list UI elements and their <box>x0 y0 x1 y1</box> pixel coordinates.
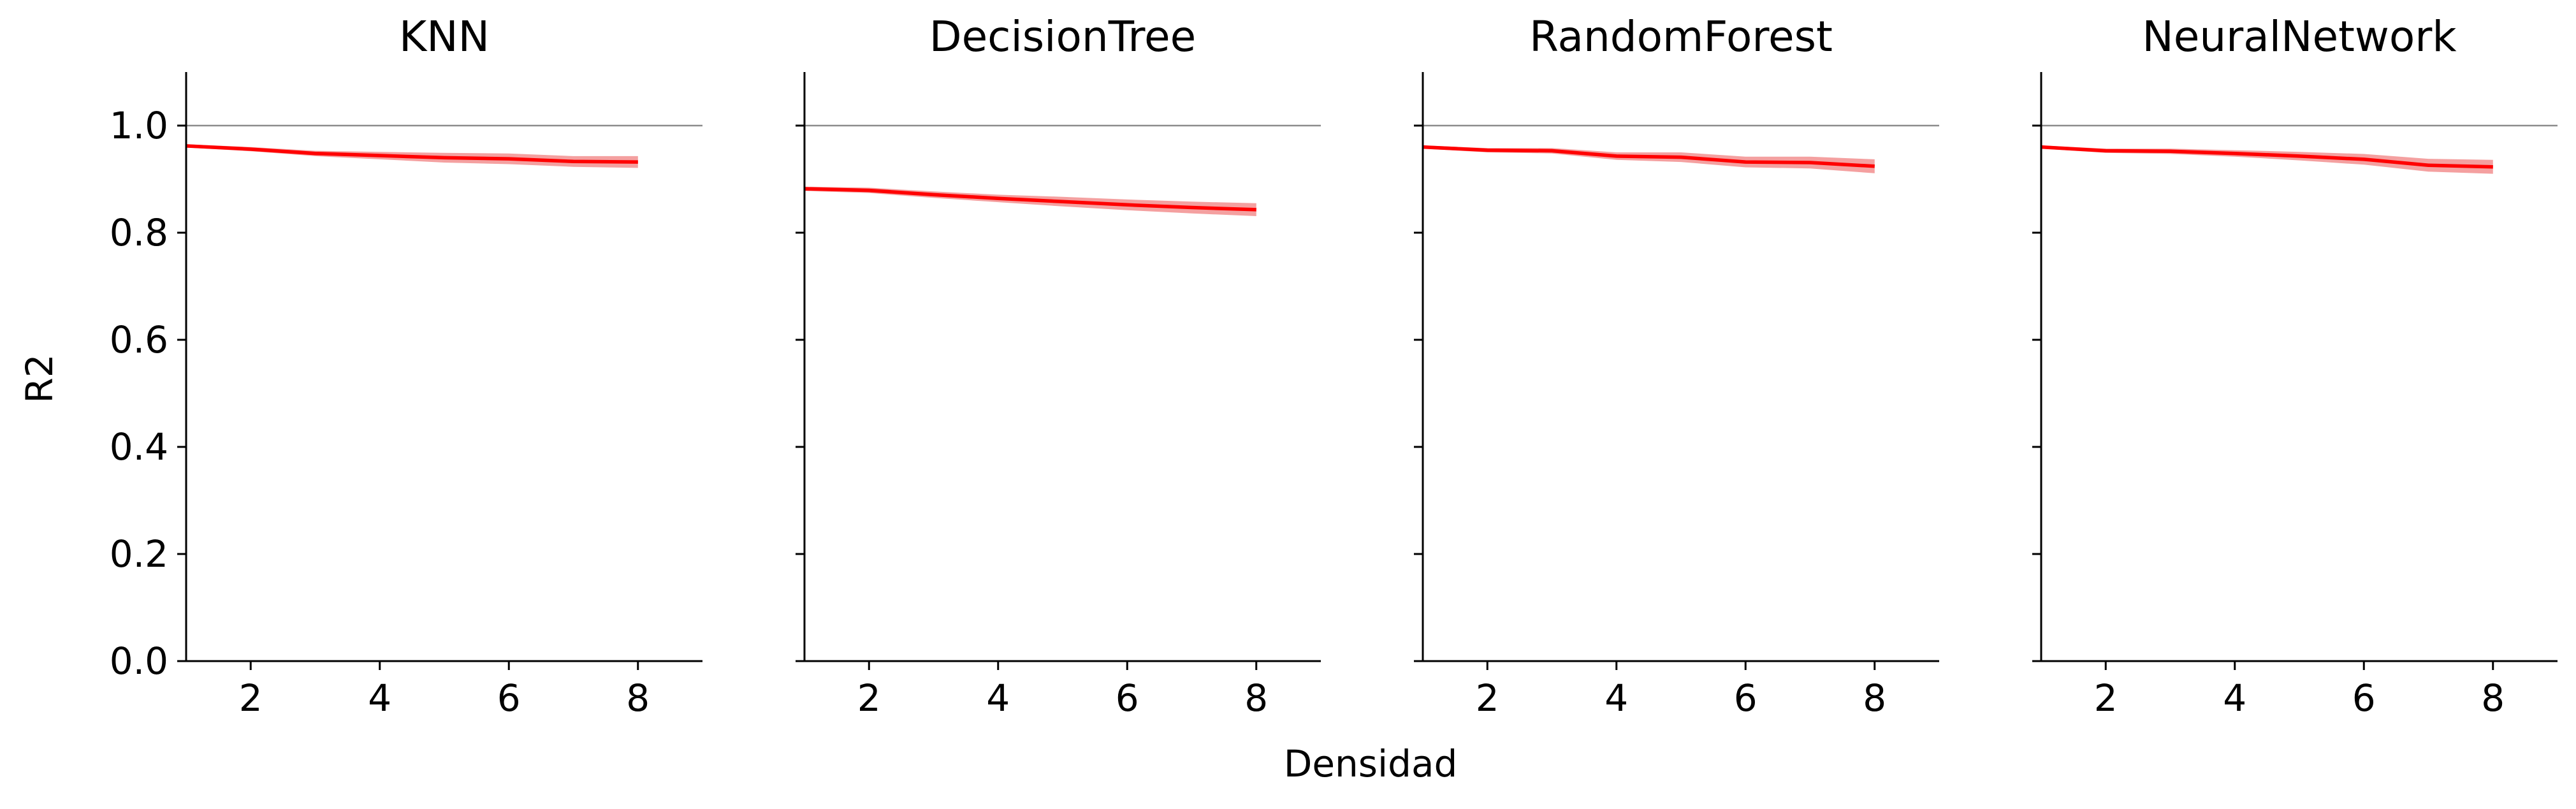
x-tick-label: 6 <box>497 676 521 720</box>
figure-y-axis-label: R2 <box>18 354 61 403</box>
series-line <box>804 187 1256 212</box>
x-tick-label: 8 <box>2481 676 2505 720</box>
y-tick-label: 0.0 <box>110 639 168 683</box>
x-tick-label: 2 <box>239 676 263 720</box>
x-tick-label: 6 <box>2352 676 2376 720</box>
x-tick-label: 2 <box>857 676 881 720</box>
x-tick-label: 4 <box>986 676 1010 720</box>
x-tick-label: 4 <box>2223 676 2246 720</box>
x-tick-label: 2 <box>1476 676 1499 720</box>
subplot-title: RandomForest <box>1529 12 1833 61</box>
subplot-title: DecisionTree <box>929 12 1197 61</box>
x-tick-label: 4 <box>368 676 391 720</box>
subplot-2: DecisionTree 2 4 6 8 <box>796 12 1321 720</box>
subplot-1: KNN 0.0 0.2 0.4 0.6 0.8 1.0 2 4 6 8 <box>110 12 702 720</box>
subplot-title: NeuralNetwork <box>2142 12 2457 61</box>
x-tick-label: 6 <box>1116 676 1139 720</box>
x-tick-label: 8 <box>1244 676 1268 720</box>
series-line <box>2041 145 2493 169</box>
x-tick-label: 4 <box>1605 676 1628 720</box>
series-line <box>1422 145 1875 168</box>
subplot-3: RandomForest 2 4 6 8 <box>1414 12 1939 720</box>
subplot-4: NeuralNetwork 2 4 6 8 <box>2032 12 2558 720</box>
y-tick-label: 0.2 <box>110 532 168 576</box>
subplot-panels: KNN 0.0 0.2 0.4 0.6 0.8 1.0 2 4 6 8 DecisionTree 2 4 6… <box>110 12 2558 720</box>
x-tick-label: 8 <box>626 676 650 720</box>
subplot-title: KNN <box>399 12 490 61</box>
y-tick-label: 0.6 <box>110 318 168 361</box>
figure-x-axis-label: Densidad <box>1284 742 1458 785</box>
series-line <box>186 144 638 164</box>
y-tick-label: 0.8 <box>110 211 168 254</box>
x-tick-label: 6 <box>1734 676 1757 720</box>
y-tick-label: 1.0 <box>110 104 168 147</box>
y-tick-label: 0.4 <box>110 425 168 469</box>
x-tick-label: 8 <box>1863 676 1886 720</box>
x-tick-label: 2 <box>2094 676 2118 720</box>
